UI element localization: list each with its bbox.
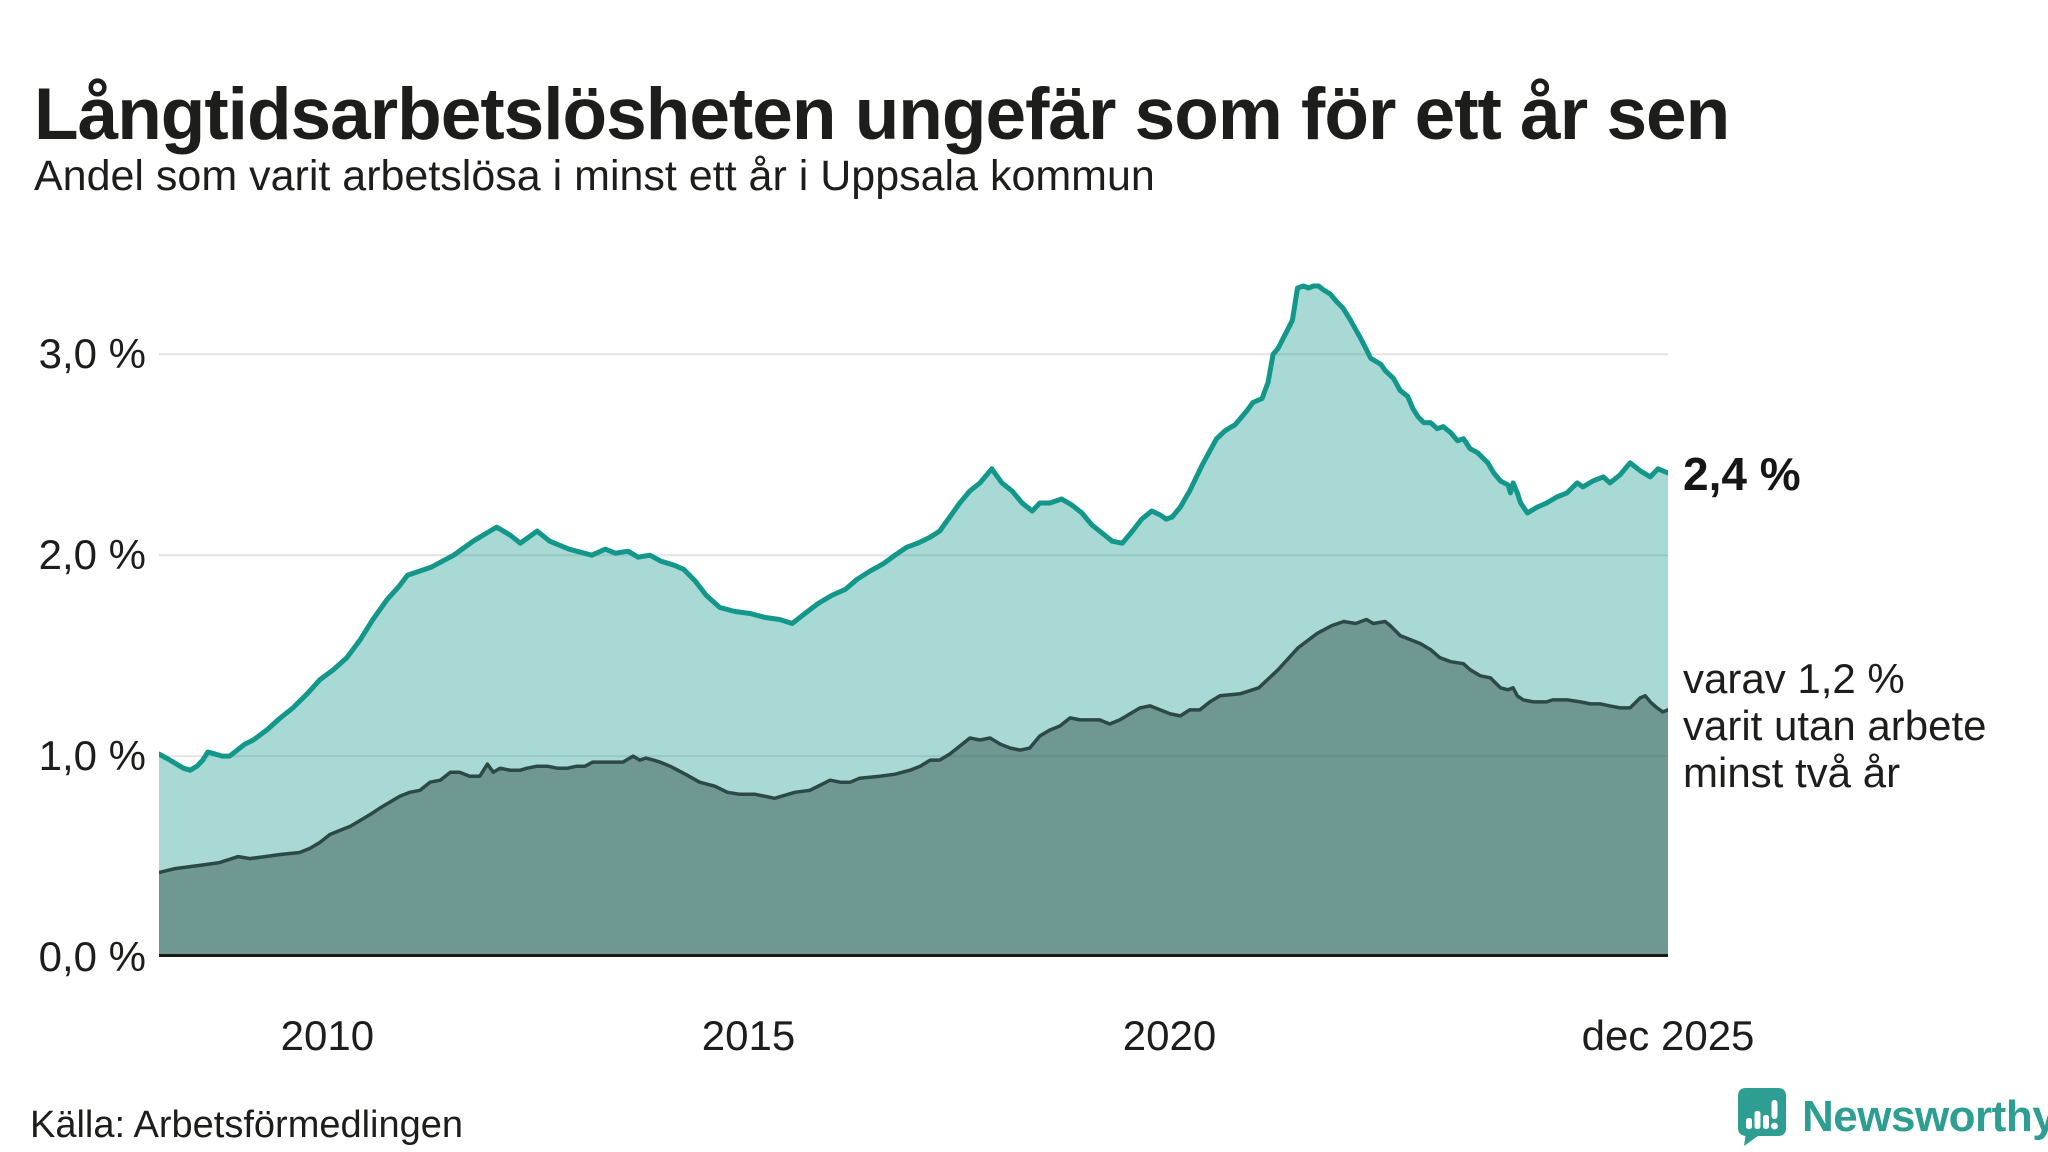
x-axis: 2010 2015 2020 dec 2025 [159, 1012, 1755, 1072]
newsworthy-brand: Newsworthy [1738, 1082, 2048, 1152]
plot-area [159, 280, 1668, 957]
x-tick-label: 2010 [280, 1012, 375, 1059]
y-tick-label: 3,0 % [38, 330, 146, 378]
y-tick-label: 2,0 % [38, 531, 146, 579]
annotation-subset-note: varav 1,2 % varit utan arbete minst två … [1683, 655, 1987, 796]
x-tick-label: dec 2025 [1581, 1012, 1755, 1059]
annotation-subset-note-line: minst två år [1683, 749, 1901, 797]
area-chart [159, 283, 1668, 957]
annotation-total-end-value: 2,4 % [1683, 448, 1801, 500]
annotation-subset-note-line: varav 1,2 % [1683, 655, 1905, 702]
logo-bar-tall [1754, 1111, 1761, 1129]
series-line-0 [159, 283, 1668, 773]
logo-exclamation-dot [1771, 1122, 1778, 1130]
newsworthy-logo-icon [1738, 1088, 1786, 1146]
x-tick-label: 2020 [1122, 1012, 1217, 1059]
series-area-1 [159, 619, 1668, 957]
x-tick-label: 2015 [701, 1012, 796, 1059]
source-credit: Källa: Arbetsförmedlingen [30, 1104, 464, 1146]
y-tick-label: 1,0 % [38, 732, 146, 780]
series-line-1 [159, 617, 1668, 875]
logo-exclamation-bar [1771, 1100, 1778, 1119]
chart-title: Långtidsarbetslösheten ungefär som för e… [34, 73, 1730, 155]
y-tick-label: 0,0 % [38, 933, 146, 980]
logo-bar-medium [1763, 1115, 1769, 1129]
series-area-0 [159, 286, 1668, 957]
logo-bar-short [1746, 1118, 1752, 1129]
newsworthy-wordmark: Newsworthy [1802, 1092, 2048, 1141]
annotation-subset-note-line: varit utan arbete [1683, 702, 1987, 750]
chart-subtitle: Andel som varit arbetslösa i minst ett å… [34, 152, 1155, 200]
y-axis: 0,0 % 1,0 % 2,0 % 3,0 % [0, 280, 146, 980]
